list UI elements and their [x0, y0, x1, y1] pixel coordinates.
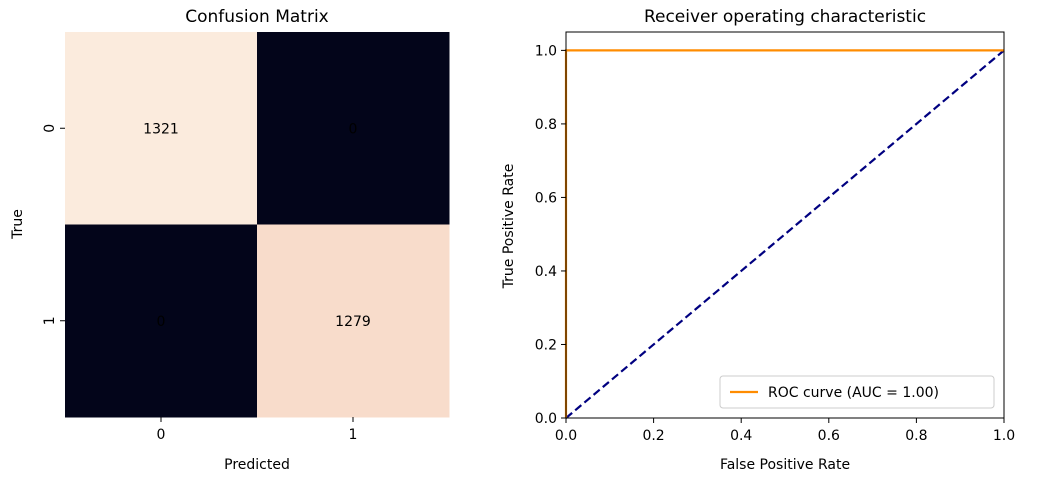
confusion-matrix-cells: 1321 0 0 1279 — [65, 32, 450, 418]
legend-box — [719, 375, 995, 409]
heatmap-cell-label-1-1: 1279 — [335, 314, 371, 330]
y-tick-label: 1 — [42, 316, 58, 325]
x-tick-label: 1 — [349, 427, 358, 443]
x-tick-label: 0.8 — [905, 428, 927, 444]
heatmap-cell-label-0-1: 0 — [349, 121, 358, 137]
y-tick-label: 0.6 — [535, 190, 557, 206]
heatmap-cell-label-1-0: 0 — [157, 314, 166, 330]
x-tick-label: 1.0 — [993, 428, 1015, 444]
x-tick-label: 0.4 — [730, 428, 752, 444]
x-tick-label: 0 — [157, 427, 166, 443]
x-tick-label: 0.6 — [818, 428, 840, 444]
confusion-matrix-xlabel: Predicted — [224, 457, 290, 473]
y-tick-label: 0.0 — [535, 411, 557, 427]
roc-plot-area — [564, 31, 1005, 419]
x-tick-label: 0.0 — [555, 428, 577, 444]
y-tick-label: 1.0 — [535, 43, 557, 59]
heatmap-cell-label-0-0: 1321 — [143, 121, 179, 137]
confusion-matrix-ticks: 0 1 0 1 — [42, 124, 357, 443]
diagonal-reference-line — [565, 49, 1005, 419]
y-tick-label: 0 — [42, 124, 58, 133]
roc-title: Receiver operating characteristic — [644, 7, 926, 27]
y-tick-label: 0.2 — [535, 337, 557, 353]
roc-legend: ROC curve (AUC = 1.00) — [719, 375, 995, 409]
heatmap-cell-1-1 — [257, 224, 450, 418]
confusion-matrix-ylabel: True — [10, 209, 26, 240]
y-tick-label: 0.4 — [535, 264, 557, 280]
x-tick-label: 0.2 — [642, 428, 664, 444]
legend-label-roc: ROC curve (AUC = 1.00) — [768, 385, 939, 401]
heatmap-cell-0-1 — [257, 32, 450, 225]
plot-frame — [565, 31, 1005, 419]
roc-ticks: 0.0 0.2 0.4 0.6 0.8 1.0 0.0 0.2 0.4 0.6 0.8 1.0 — [535, 43, 1015, 444]
heatmap-cell-0-0 — [65, 32, 258, 225]
confusion-matrix-title: Confusion Matrix — [185, 7, 329, 27]
confusion-matrix-chart: Confusion Matrix 1321 0 0 1279 0 1 0 1 Predict… — [10, 7, 450, 473]
roc-xlabel: False Positive Rate — [720, 457, 850, 473]
roc-chart: Receiver operating characteristic 0.0 0.2… — [501, 7, 1015, 473]
roc-ylabel: True Positive Rate — [501, 164, 517, 290]
y-tick-label: 0.8 — [535, 117, 557, 133]
heatmap-cell-1-0 — [65, 224, 258, 418]
